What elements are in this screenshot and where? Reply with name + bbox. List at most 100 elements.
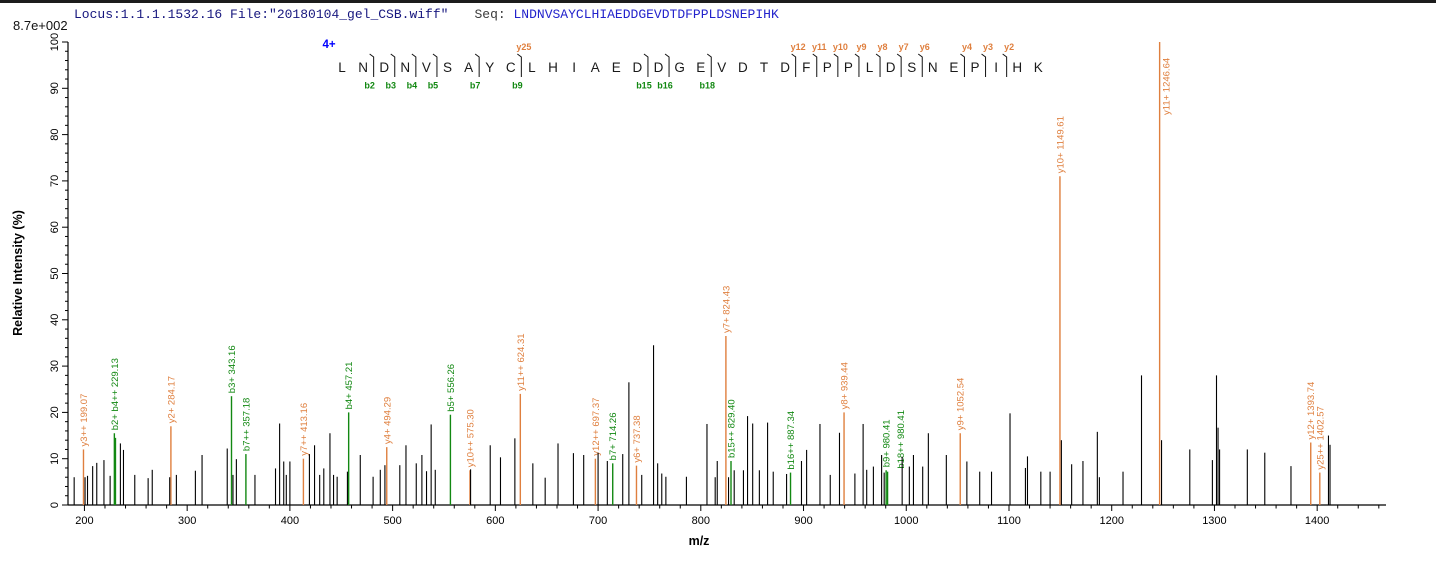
cleavage-divider bbox=[706, 53, 712, 77]
peak-label: b18++ 980.41 bbox=[896, 410, 907, 469]
seq-letter: V bbox=[422, 60, 431, 75]
seq-letter: D bbox=[738, 60, 748, 75]
peak-label: b3+ 343.16 bbox=[227, 345, 238, 393]
x-tick-label: 1300 bbox=[1202, 515, 1226, 527]
cleavage-divider bbox=[474, 53, 480, 77]
b-ion-ladder-label: b15 bbox=[636, 81, 652, 91]
seq-letter: C bbox=[506, 60, 516, 75]
y-axis-title: Relative Intensity (%) bbox=[11, 210, 25, 336]
y-tick-label: 10 bbox=[49, 453, 61, 465]
peak-label: y2+ 284.17 bbox=[166, 376, 177, 423]
peak-label: y8+ 939.44 bbox=[840, 362, 851, 409]
seq-letter: V bbox=[717, 60, 726, 75]
seq-letter: K bbox=[1034, 60, 1043, 75]
seq-letter: F bbox=[802, 60, 810, 75]
cleavage-divider bbox=[432, 53, 438, 77]
peak-label: y11++ 624.31 bbox=[516, 333, 527, 390]
precursor-charge: 4+ bbox=[322, 39, 335, 51]
cleavage-divider bbox=[854, 53, 860, 77]
y-tick-label: 70 bbox=[49, 175, 61, 187]
locus-file-text: Locus:1.1.1.1532.16 File:"20180104_gel_C… bbox=[74, 7, 449, 22]
x-tick-label: 500 bbox=[383, 515, 401, 527]
seq-letter: N bbox=[928, 60, 938, 75]
x-tick-label: 400 bbox=[281, 515, 299, 527]
x-tick-label: 1400 bbox=[1305, 515, 1329, 527]
seq-letter: E bbox=[949, 60, 958, 75]
seq-letter: L bbox=[338, 60, 346, 75]
y-ion-ladder-label: y4 bbox=[962, 42, 972, 52]
peak-label: b16++ 887.34 bbox=[786, 411, 797, 470]
peak-label: b7+ 714.26 bbox=[608, 413, 619, 461]
seq-letter: N bbox=[358, 60, 368, 75]
y-tick-label: 40 bbox=[49, 314, 61, 326]
y-tick-label: 30 bbox=[49, 360, 61, 372]
b-ion-ladder-label: b4 bbox=[407, 81, 418, 91]
window-top-border bbox=[0, 0, 1436, 3]
seq-letter: P bbox=[823, 60, 832, 75]
seq-letter: S bbox=[907, 60, 916, 75]
seq-letter: D bbox=[886, 60, 896, 75]
peak-label: b15++ 829.40 bbox=[727, 399, 738, 458]
y-ion-ladder-label: y6 bbox=[920, 42, 930, 52]
y-tick-label: 0 bbox=[49, 502, 61, 508]
x-tick-label: 900 bbox=[794, 515, 812, 527]
seq-letter: T bbox=[760, 60, 768, 75]
seq-letter: S bbox=[443, 60, 452, 75]
seq-letter: D bbox=[633, 60, 643, 75]
seq-letter: D bbox=[654, 60, 664, 75]
cleavage-divider bbox=[664, 53, 670, 77]
b-ion-ladder-label: b16 bbox=[657, 81, 673, 91]
peak-label: y25++ 1402.57 bbox=[1315, 406, 1326, 469]
peak-label: y10+ 1149.61 bbox=[1055, 116, 1066, 173]
y-ion-ladder-label: y12 bbox=[791, 42, 806, 52]
y-tick-label: 60 bbox=[49, 221, 61, 233]
y-ion-ladder-label: y7 bbox=[899, 42, 909, 52]
seq-letter: I bbox=[994, 60, 998, 75]
y-tick-label: 20 bbox=[49, 406, 61, 418]
cleavage-divider bbox=[369, 53, 375, 77]
y-tick-label: 90 bbox=[49, 82, 61, 94]
seq-letter: H bbox=[1012, 60, 1022, 75]
seq-letter: N bbox=[400, 60, 410, 75]
seq-letter: E bbox=[612, 60, 621, 75]
seq-letter: A bbox=[464, 60, 473, 75]
x-tick-label: 300 bbox=[178, 515, 196, 527]
x-tick-label: 700 bbox=[589, 515, 607, 527]
seq-letter: P bbox=[844, 60, 853, 75]
cleavage-divider bbox=[1002, 53, 1008, 77]
x-tick-label: 1100 bbox=[997, 515, 1021, 527]
seq-letter: L bbox=[866, 60, 874, 75]
peak-label: b9+ 980.41 bbox=[882, 419, 893, 467]
seq-letter: Y bbox=[485, 60, 494, 75]
cleavage-divider bbox=[960, 53, 965, 77]
seq-letter: L bbox=[528, 60, 536, 75]
cleavage-divider bbox=[643, 53, 649, 77]
peak-label: y4+ 494.29 bbox=[382, 397, 393, 444]
peak-label: y10++ 575.30 bbox=[465, 409, 476, 467]
peak-label: b5+ 556.26 bbox=[446, 364, 457, 412]
y-ion-ladder-label: y25 bbox=[516, 42, 531, 52]
b-ion-ladder-label: b5 bbox=[428, 81, 439, 91]
peak-label: b7++ 357.18 bbox=[241, 398, 252, 451]
b-ion-ladder-label: b7 bbox=[470, 81, 481, 91]
y-tick-label: 50 bbox=[49, 267, 61, 279]
seq-letter: D bbox=[379, 60, 389, 75]
cleavage-divider bbox=[833, 53, 839, 77]
y-tick-label: 100 bbox=[49, 33, 61, 51]
cleavage-divider bbox=[791, 53, 797, 77]
y-ion-ladder-label: y10 bbox=[833, 42, 848, 52]
cleavage-divider bbox=[517, 53, 522, 77]
x-axis-title: m/z bbox=[689, 534, 710, 548]
cleavage-divider bbox=[411, 53, 417, 77]
peak-label: y12++ 697.37 bbox=[591, 398, 602, 456]
app-header: Locus:1.1.1.1532.16 File:"20180104_gel_C… bbox=[74, 7, 779, 22]
seq-letter: H bbox=[548, 60, 558, 75]
b-ion-ladder-label: b2 bbox=[364, 81, 375, 91]
peak-label: y11+ 1246.64 bbox=[1162, 58, 1173, 115]
seq-letter: D bbox=[780, 60, 790, 75]
cleavage-divider bbox=[981, 53, 987, 77]
seq-letter: E bbox=[696, 60, 705, 75]
peak-label: y6+ 737.38 bbox=[632, 415, 643, 462]
